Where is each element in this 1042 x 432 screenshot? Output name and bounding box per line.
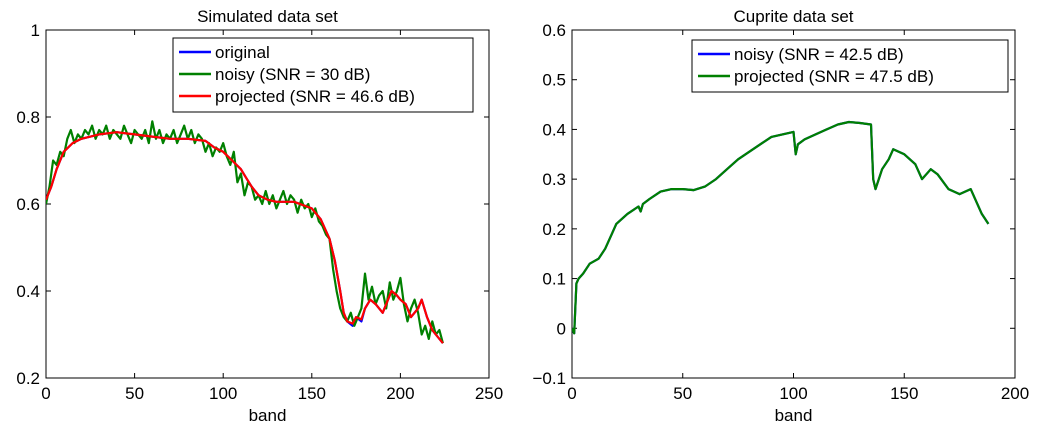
y-tick-label: −0.1: [532, 369, 566, 388]
legend-label: original: [215, 43, 270, 62]
y-tick-label: 0.8: [16, 108, 40, 127]
y-tick-label: 1: [31, 21, 40, 40]
x-tick-label: 50: [125, 384, 144, 403]
x-tick-label: 150: [890, 384, 918, 403]
x-tick-label: 0: [41, 384, 50, 403]
chart-title: Simulated data set: [197, 7, 338, 26]
x-tick-label: 0: [567, 384, 576, 403]
legend-label: noisy (SNR = 42.5 dB): [734, 45, 904, 64]
series-line-1: [572, 120, 990, 335]
chart-simulated: Simulated data set 0 50 100 150 200 250 0.2 0.4 0…: [16, 7, 503, 425]
legend-box: [691, 39, 1009, 93]
y-tick-label: 0.5: [542, 71, 566, 90]
y-tick-label: 0.2: [542, 220, 566, 239]
legend-label: projected (SNR = 46.6 dB): [215, 87, 415, 106]
x-axis-label: band: [249, 406, 287, 425]
y-tick-label: 0: [557, 319, 566, 338]
y-tick-label: 0.4: [542, 120, 566, 139]
x-tick-label: 250: [475, 384, 503, 403]
x-tick-label: 150: [298, 384, 326, 403]
series-line-2: [46, 131, 444, 344]
x-tick-label: 200: [386, 384, 414, 403]
y-tick-label: 0.6: [542, 21, 566, 40]
legend-box: [172, 37, 474, 113]
x-tick-label: 100: [209, 384, 237, 403]
x-tick-label: 50: [673, 384, 692, 403]
legend-label: noisy (SNR = 30 dB): [215, 65, 370, 84]
legend: noisy (SNR = 42.5 dB) projected (SNR = 47…: [691, 39, 1009, 93]
chart-title: Cuprite data set: [733, 7, 853, 26]
x-tick-label: 200: [1001, 384, 1029, 403]
y-tick-label: 0.2: [16, 369, 40, 388]
legend: original noisy (SNR = 30 dB) projected (SN…: [172, 37, 474, 113]
y-tick-label: 0.3: [542, 170, 566, 189]
x-axis-label: band: [775, 406, 813, 425]
x-tick-label: 100: [779, 384, 807, 403]
y-tick-label: 0.6: [16, 195, 40, 214]
y-tick-label: 0.1: [542, 270, 566, 289]
y-tick-label: 0.4: [16, 282, 40, 301]
legend-label: projected (SNR = 47.5 dB): [734, 67, 934, 86]
